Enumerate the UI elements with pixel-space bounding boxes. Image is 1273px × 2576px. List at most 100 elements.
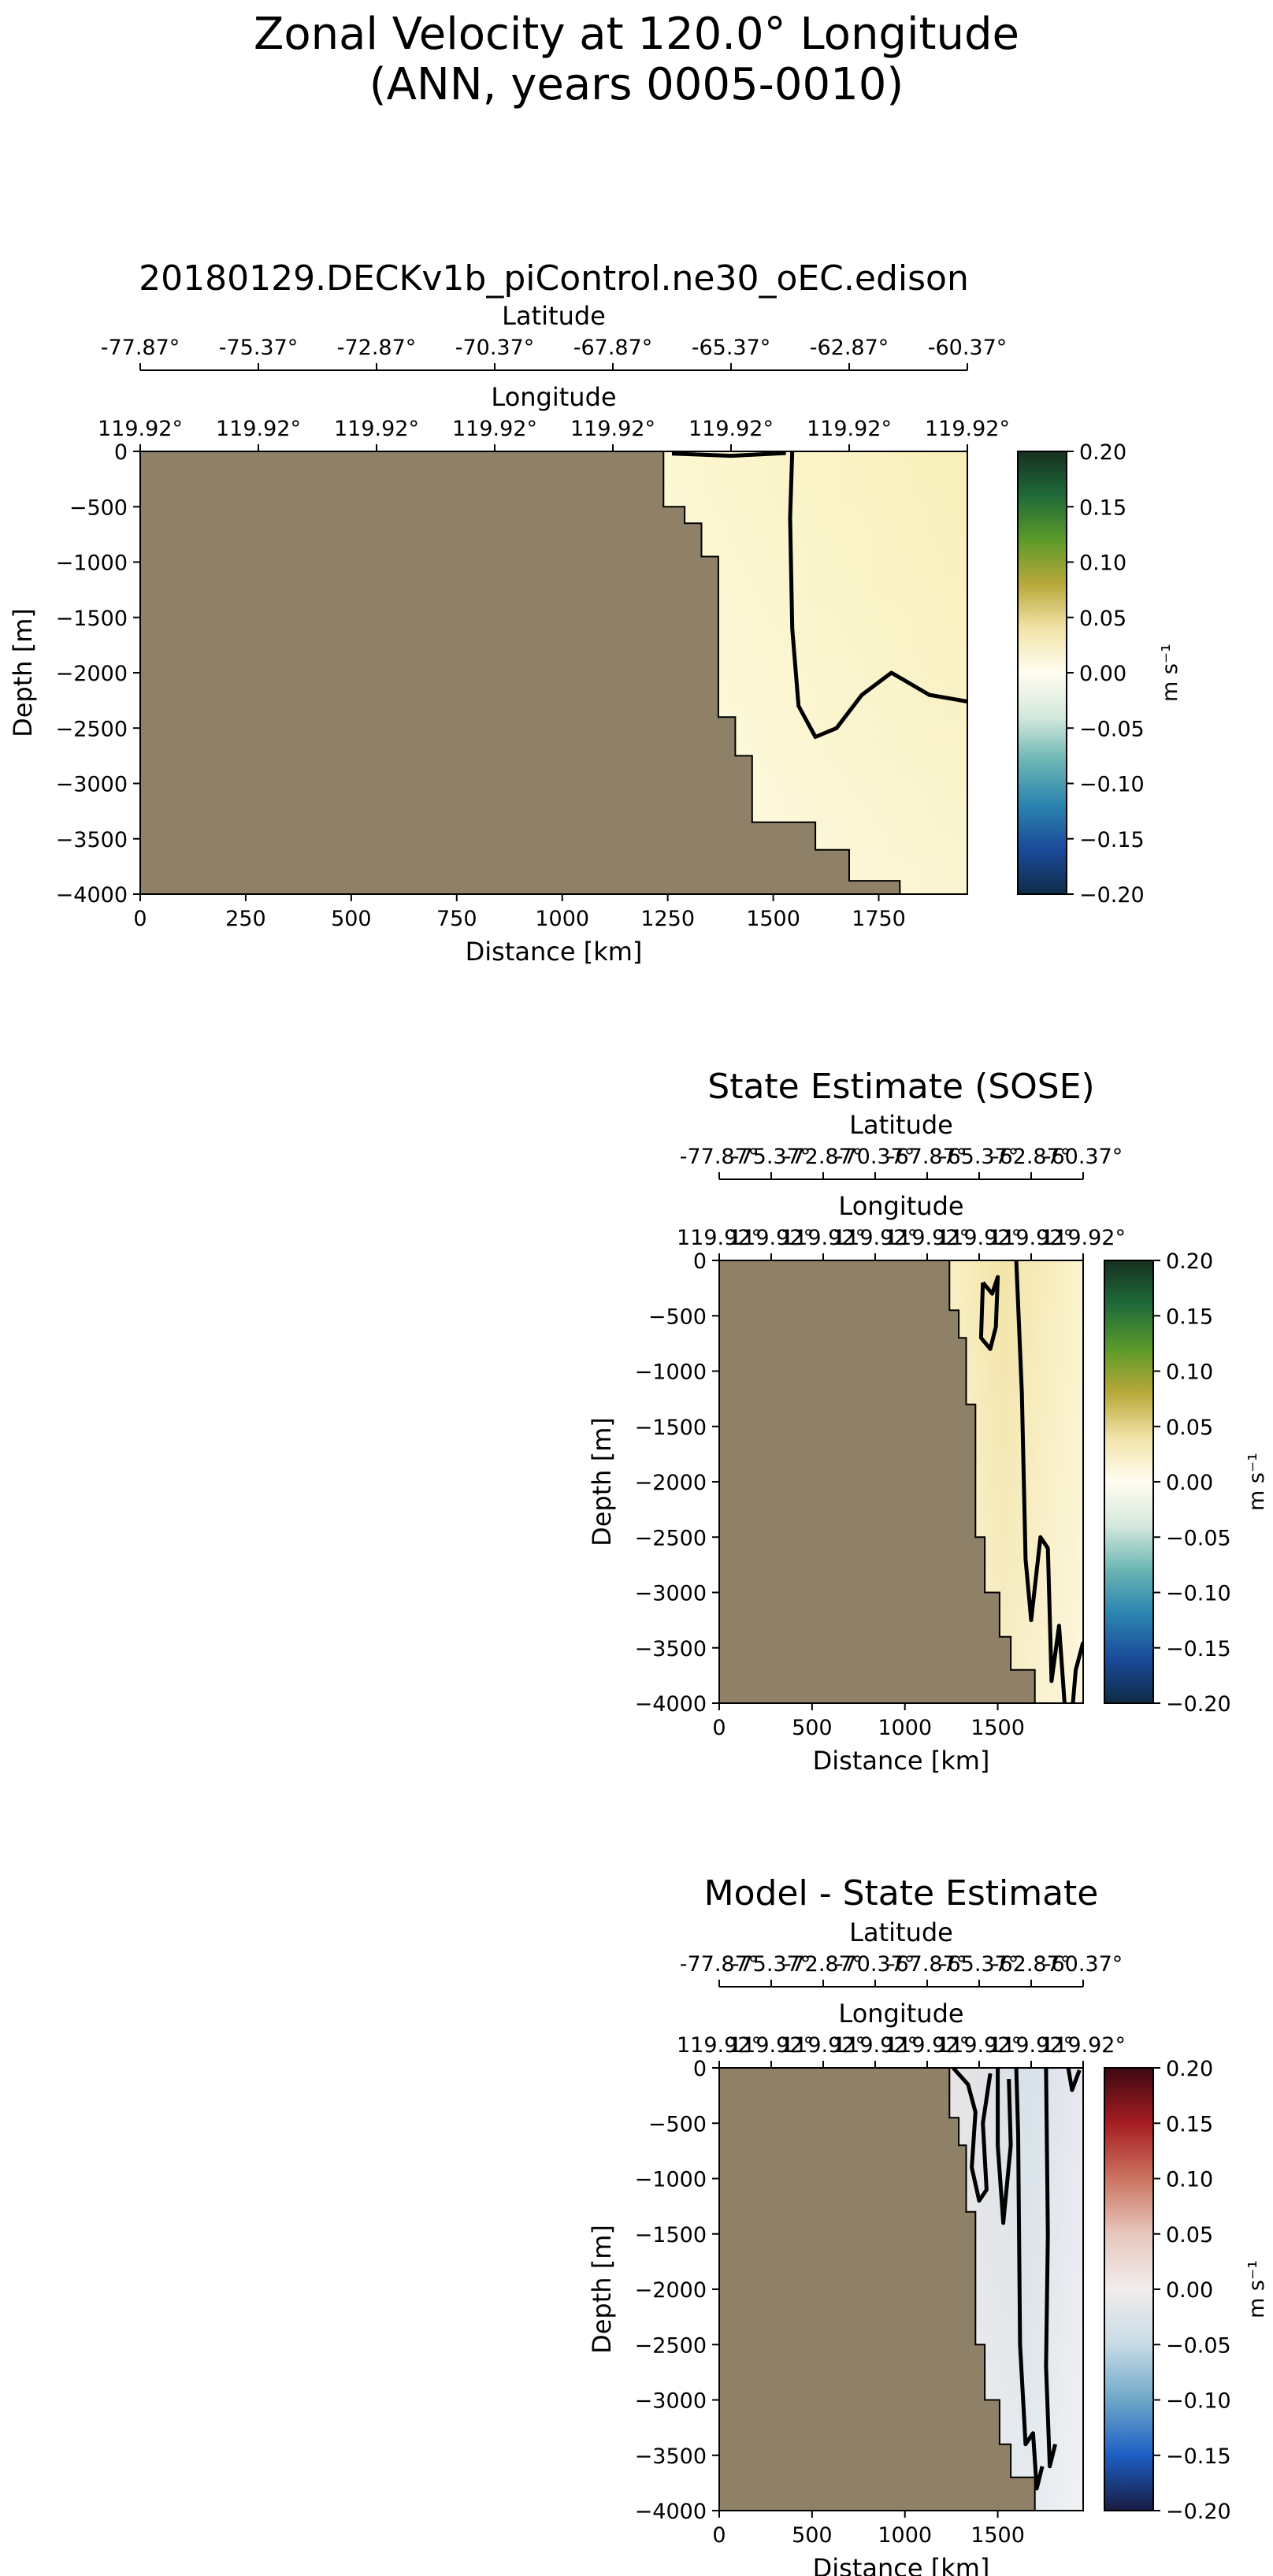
y-tick-label: −1500 xyxy=(635,2223,707,2248)
secondary-tick-label: -60.37° xyxy=(928,336,1008,360)
secondary-axis-label: Latitude xyxy=(502,301,606,331)
x-tick-label: 1000 xyxy=(878,2523,932,2548)
panel-title: 20180129.DECKv1b_piControl.ne30_oEC.edis… xyxy=(139,258,969,299)
x-tick-label: 1750 xyxy=(852,907,906,931)
x-tick-label: 1000 xyxy=(535,907,589,931)
colorbar-tick-label: 0.00 xyxy=(1166,2278,1213,2303)
x-tick-label: 500 xyxy=(331,907,372,931)
y-tick-label: −2000 xyxy=(635,2278,707,2303)
x-tick-label: 0 xyxy=(712,1716,726,1740)
secondary-tick-label: 119.92° xyxy=(925,417,1010,441)
colorbar-tick-label: 0.05 xyxy=(1166,2223,1213,2248)
secondary-tick-label: 119.92° xyxy=(570,417,655,441)
colorbar-tick-label: −0.10 xyxy=(1166,1582,1231,1606)
y-tick-label: −4000 xyxy=(56,883,128,908)
bathymetry-land xyxy=(719,1260,1036,1703)
secondary-tick-label: 119.92° xyxy=(885,1226,970,1250)
plot-area xyxy=(719,2068,1083,2511)
panel-difference: Model - State Estimate Latitude -77.87°-75… xyxy=(587,1873,1269,2576)
y-tick-label: 0 xyxy=(693,2057,707,2081)
colorbar-tick-label: 0.15 xyxy=(1166,2112,1213,2136)
x-tick-label: 1500 xyxy=(971,2523,1025,2548)
y-tick-label: −3500 xyxy=(56,828,128,852)
y-axis-label: Depth [m] xyxy=(8,608,38,737)
zero-contour xyxy=(1014,2068,1045,2491)
x-tick-label: 500 xyxy=(792,1716,833,1740)
colorbar-tick-label: 0.05 xyxy=(1079,607,1126,631)
secondary-tick-label: 119.92° xyxy=(781,1226,866,1250)
colorbar-label: m s⁻¹ xyxy=(1158,644,1182,702)
colorbar-tick-label: 0.20 xyxy=(1079,440,1126,465)
colorbar-tick-label: 0.10 xyxy=(1079,551,1126,576)
zero-contour xyxy=(1014,1260,1067,1703)
x-tick-label: 1000 xyxy=(878,1716,932,1740)
y-tick-label: −2500 xyxy=(635,1526,707,1550)
y-tick-label: −3000 xyxy=(635,2389,707,2414)
colorbar-tick-label: 0.10 xyxy=(1166,1360,1213,1385)
secondary-tick-label: 119.92° xyxy=(677,1226,762,1250)
y-axis-label: Depth [m] xyxy=(587,1417,617,1546)
x-axis-label: Distance [km] xyxy=(466,937,643,967)
secondary-axis-latitude: Latitude-77.87°-75.37°-72.87°-70.37°-67.… xyxy=(680,1917,1123,1988)
colorbar-tick-label: −0.15 xyxy=(1166,1637,1231,1661)
secondary-tick-label: 119.92° xyxy=(989,1226,1074,1250)
colorbar-tick-label: −0.15 xyxy=(1166,2444,1231,2469)
secondary-tick-label: -60.37° xyxy=(1044,1145,1123,1169)
secondary-tick-label: -70.37° xyxy=(836,1952,915,1977)
colorbar-tick-label: −0.15 xyxy=(1079,828,1145,852)
secondary-tick-label: 119.92° xyxy=(807,417,892,441)
colorbar-label: m s⁻¹ xyxy=(1245,1453,1269,1511)
secondary-axis-longitude: Longitude119.92°119.92°119.92°119.92°119… xyxy=(677,1191,1126,1260)
colorbar: 0.20 0.15 0.10 0.05 0.00 −0.05 −0.10 −0.15 −0.20… xyxy=(1017,440,1182,908)
zero-contour xyxy=(788,451,967,739)
plot-area xyxy=(719,1260,1083,1703)
secondary-tick-label: -62.87° xyxy=(810,336,889,360)
zero-contour xyxy=(1071,1642,1083,1703)
y-tick-label: −2500 xyxy=(56,717,128,741)
secondary-tick-label: 119.92° xyxy=(677,2033,762,2058)
zero-contour xyxy=(1066,2068,1082,2092)
y-tick-label: −500 xyxy=(648,2112,707,2136)
colorbar-tick-label: 0.20 xyxy=(1166,1249,1213,1274)
secondary-tick-label: -70.37° xyxy=(455,336,535,360)
colorbar-tick-label: 0.05 xyxy=(1166,1416,1213,1440)
colorbar: 0.20 0.15 0.10 0.05 0.00 −0.05 −0.10 −0.15 −0.20… xyxy=(1104,1249,1269,1717)
colorbar-tick-label: 0.10 xyxy=(1166,2168,1213,2192)
panel-title: Model - State Estimate xyxy=(704,1873,1099,1913)
secondary-tick-label: -70.37° xyxy=(836,1145,915,1169)
x-axis-label: Distance [km] xyxy=(813,2553,990,2576)
secondary-axis-latitude: Latitude-77.87°-75.37°-72.87°-70.37°-67.… xyxy=(101,301,1008,371)
secondary-axis-latitude: Latitude-77.87°-75.37°-72.87°-70.37°-67.… xyxy=(680,1110,1123,1180)
secondary-tick-label: -77.87° xyxy=(680,1145,759,1169)
secondary-tick-label: -60.37° xyxy=(1044,1952,1123,1977)
zero-contour xyxy=(671,451,786,458)
y-tick-label: −1000 xyxy=(56,551,128,576)
secondary-axis-longitude: Longitude119.92°119.92°119.92°119.92°119… xyxy=(677,1999,1126,2068)
figure-title-line-2: (ANN, years 0005-0010) xyxy=(369,59,904,110)
secondary-tick-label: -75.37° xyxy=(732,1145,811,1169)
secondary-tick-label: -77.87° xyxy=(101,336,180,360)
secondary-axis-label: Latitude xyxy=(849,1110,953,1140)
y-tick-label: −1000 xyxy=(635,2168,707,2192)
secondary-tick-label: 119.92° xyxy=(833,1226,918,1250)
zero-contour xyxy=(996,2068,1013,2225)
y-tick-label: −1500 xyxy=(635,1416,707,1440)
y-tick-label: −3000 xyxy=(635,1582,707,1606)
y-tick-label: −4000 xyxy=(635,2500,707,2524)
secondary-axis-label: Latitude xyxy=(849,1917,953,1947)
secondary-tick-label: -62.87° xyxy=(992,1145,1071,1169)
colorbar: 0.20 0.15 0.10 0.05 0.00 −0.05 −0.10 −0.15 −0.20… xyxy=(1104,2057,1269,2524)
secondary-tick-label: -67.87° xyxy=(888,1145,967,1169)
x-tick-label: 1500 xyxy=(746,907,800,931)
colorbar-tick-label: 0.00 xyxy=(1079,662,1126,686)
secondary-axis-label: Longitude xyxy=(491,382,616,412)
secondary-tick-label: 119.92° xyxy=(452,417,537,441)
bathymetry-land xyxy=(140,451,901,894)
y-axis-label: Depth [m] xyxy=(587,2225,617,2354)
y-tick-label: −4000 xyxy=(635,1692,707,1717)
colorbar-tick-label: −0.05 xyxy=(1166,1526,1231,1550)
y-tick-label: −1500 xyxy=(56,607,128,631)
plot-area xyxy=(140,451,967,894)
colorbar-gradient xyxy=(1104,2067,1154,2511)
